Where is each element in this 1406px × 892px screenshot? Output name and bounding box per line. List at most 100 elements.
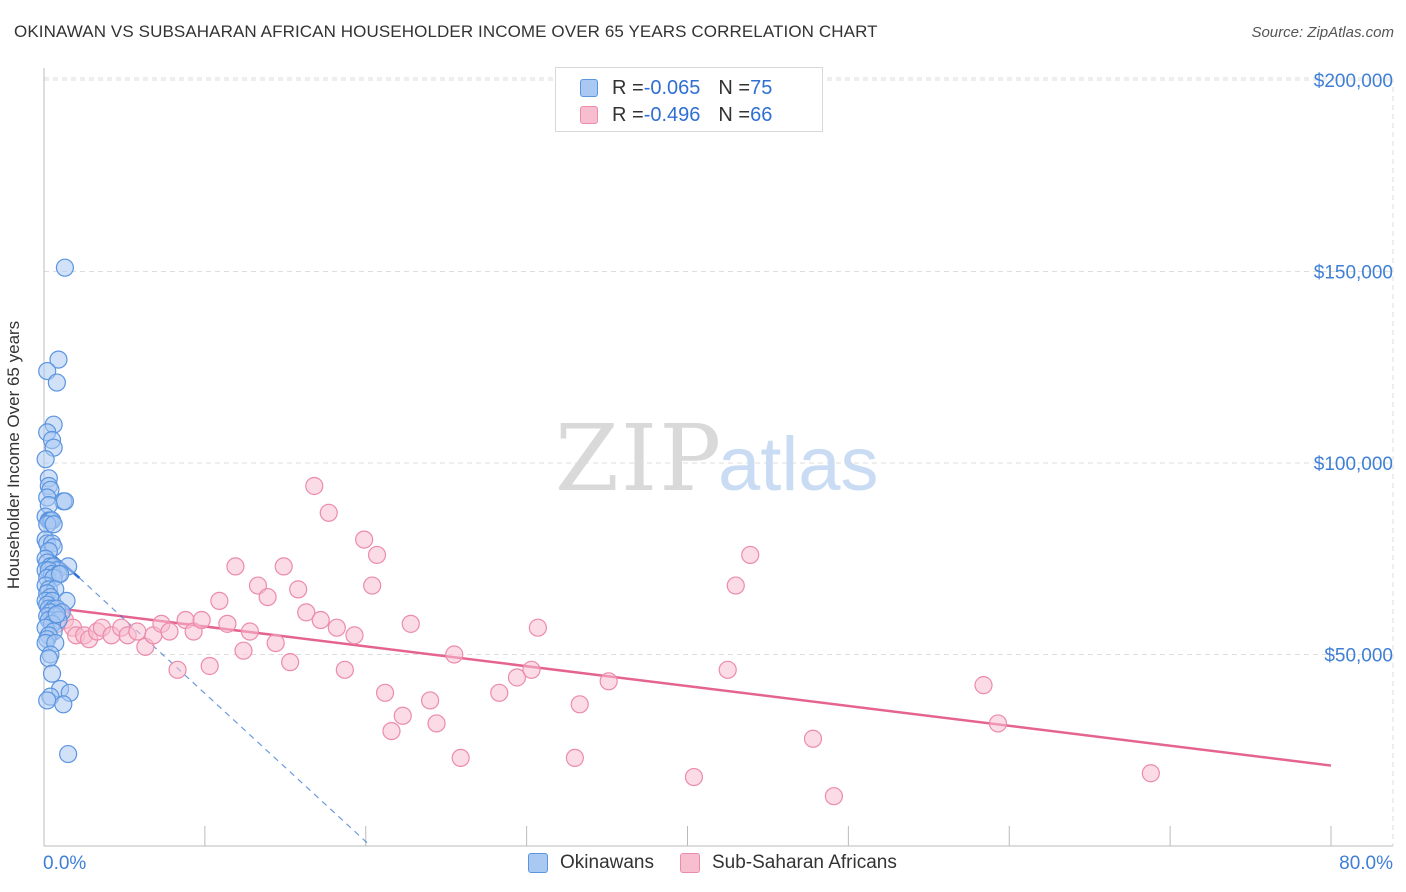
africans-point (234, 641, 253, 660)
okinawans-point (47, 605, 66, 624)
series-legend: Okinawans Sub-Saharan Africans (528, 852, 923, 874)
africans-point (726, 576, 745, 595)
africans-point (335, 660, 354, 679)
africans-point (741, 545, 760, 565)
okinawans-legend-swatch (528, 853, 548, 873)
africans-point (382, 721, 401, 741)
africans-point (210, 591, 229, 610)
africans-point (240, 622, 260, 641)
africans-point (345, 626, 364, 645)
y-tick-label: $100,000 (1314, 454, 1393, 475)
africans-point (319, 503, 338, 522)
okinawans-point (49, 350, 68, 369)
chart-title: OKINAWAN VS SUBSAHARAN AFRICAN HOUSEHOLD… (14, 22, 878, 41)
trend-lines (43, 546, 1332, 847)
legend-r-label: R = (612, 103, 644, 126)
legend-r-value: -0.496 (643, 103, 701, 126)
africans-point (507, 668, 527, 687)
data-points (36, 258, 1160, 806)
legend-row-okinawans: R = -0.065 N = 75 (580, 76, 772, 100)
okinawans-point (47, 373, 66, 392)
africans-point (311, 610, 330, 630)
okinawans-point (44, 515, 63, 534)
okinawans-legend-label: Okinawans (560, 852, 654, 873)
africans-point (490, 683, 509, 702)
africans-point (974, 676, 993, 695)
watermark-zip: ZIP (555, 405, 723, 512)
africans-point (445, 645, 464, 664)
africans-point (226, 557, 245, 576)
africans-point (258, 587, 277, 607)
y-tick-label: $50,000 (1324, 646, 1393, 667)
africans-point (684, 767, 704, 787)
africans-point (375, 683, 395, 702)
africans-point (393, 706, 412, 725)
y-tick-label: $150,000 (1314, 263, 1393, 284)
okinawans-point (36, 450, 55, 469)
x-tick-label-min: 0.0% (43, 853, 86, 874)
africans-trend-line (43, 605, 1332, 767)
africans-point (599, 672, 618, 691)
okinawans-point (55, 492, 75, 511)
africans-point (528, 618, 547, 637)
africans-legend-swatch (680, 853, 700, 873)
source-label: Source: ZipAtlas.com (1251, 24, 1394, 41)
legend-r-label: R = (612, 76, 644, 99)
africans-point (367, 545, 387, 565)
watermark-atlas: atlas (718, 422, 879, 507)
legend-n-label: N = (718, 76, 751, 99)
x-tick-label-max: 80.0% (1339, 853, 1393, 874)
okinawans-point (59, 744, 78, 764)
africans-point (565, 748, 584, 768)
okinawans-point (42, 664, 62, 683)
africans-point (200, 656, 219, 676)
africans-point (355, 530, 374, 549)
africans-legend-label: Sub-Saharan Africans (712, 852, 897, 873)
africans-point (128, 622, 147, 641)
okinawans-point (38, 691, 57, 710)
africans-point (718, 660, 737, 679)
okinawans-point (54, 695, 73, 714)
africans-point (421, 691, 440, 710)
legend-row-africans: R = -0.496 N = 66 (580, 103, 772, 127)
africans-point (427, 714, 446, 733)
africans-point (824, 787, 843, 806)
legend-n-value: 75 (750, 76, 773, 99)
tick-labels: $50,000 $100,000 $150,000 $200,000 0.0% 80.0% (43, 71, 1393, 874)
africans-point (327, 618, 346, 637)
legend-n-label: N = (718, 103, 751, 126)
africans-point (289, 580, 308, 599)
okinawans-swatch (580, 79, 598, 97)
legend-r-value: -0.065 (643, 76, 701, 99)
africans-swatch (580, 106, 598, 124)
correlation-legend: R = -0.065 N = 75 R = -0.496 N = 66 (555, 67, 823, 132)
africans-point (218, 614, 237, 633)
africans-point (451, 748, 470, 768)
legend-item-africans: Sub-Saharan Africans (680, 852, 897, 874)
legend-item-okinawans: Okinawans (528, 852, 654, 874)
africans-point (160, 622, 179, 641)
africans-point (1141, 764, 1160, 783)
africans-point (297, 603, 316, 622)
okinawans-point (39, 649, 58, 668)
africans-point (305, 476, 324, 496)
africans-point (570, 695, 589, 714)
grid-lines (44, 77, 1394, 846)
africans-point (266, 633, 285, 653)
africans-point (803, 729, 823, 748)
africans-point (192, 610, 211, 630)
okinawans-point (55, 258, 75, 277)
y-axis-title-text: Householder Income Over 65 years (4, 320, 23, 590)
africans-point (168, 660, 187, 679)
okinawans-point (50, 564, 70, 584)
africans-point (363, 576, 382, 595)
legend-n-value: 66 (750, 103, 773, 126)
africans-point (522, 660, 541, 679)
africans-point (281, 653, 300, 672)
africans-point (274, 557, 293, 576)
africans-point (988, 714, 1008, 733)
africans-point (401, 614, 420, 633)
y-tick-label: $200,000 (1314, 71, 1393, 92)
